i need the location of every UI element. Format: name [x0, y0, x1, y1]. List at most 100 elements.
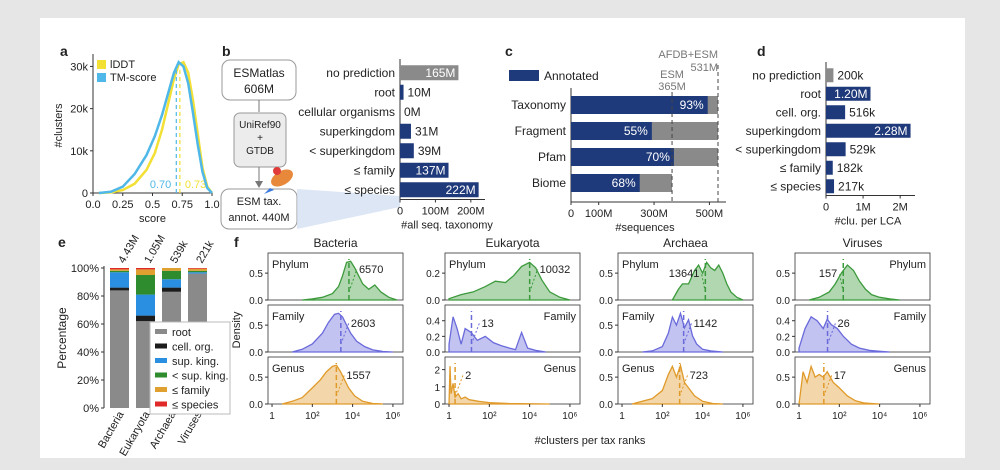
- f-rank-label: Family: [894, 311, 927, 323]
- f-x-tick-label: 1: [446, 411, 452, 422]
- f-y-tick-label: 0.4: [426, 317, 440, 328]
- a-legend-swatch: [97, 73, 106, 82]
- c-x-tick-label: 300M: [640, 208, 668, 220]
- b-bar: [400, 84, 404, 100]
- d-bar: [826, 160, 833, 175]
- d-bar: [826, 68, 834, 83]
- e-legend-box: [149, 321, 231, 415]
- c-legend-label: Annotated: [544, 69, 599, 83]
- e-stack-segment: [110, 287, 129, 291]
- c-reference-value: 365M: [658, 81, 686, 93]
- a-x-tick-label: 0.5: [145, 199, 160, 211]
- f-y-tick-label: 0.0: [249, 348, 263, 359]
- f-y-tick-label: 0.5: [599, 373, 613, 384]
- e-stack-segment: [162, 270, 181, 280]
- f-x-tick-label: 10²: [832, 411, 847, 422]
- c-x-axis-label: #sequences: [615, 222, 675, 234]
- d-category-label: no prediction: [752, 68, 821, 82]
- f-rank-label: Genus: [544, 363, 577, 375]
- f-density-area-phylum: [448, 261, 571, 301]
- b-bar: [400, 182, 479, 198]
- c-legend-swatch: [509, 70, 539, 81]
- e-legend-swatch: [155, 372, 167, 378]
- e-legend-swatch: [155, 343, 167, 349]
- f-y-tick-label: 0.5: [599, 269, 613, 280]
- e-y-tick-label: 40%: [77, 347, 99, 359]
- f-x-tick-label: 10²: [482, 411, 497, 422]
- f-y-tick-label: 0.0: [249, 296, 263, 307]
- e-legend-label: sup. king.: [172, 356, 219, 368]
- f-rank-label: Family: [272, 311, 305, 323]
- a-x-tick-label: 0.25: [112, 199, 133, 211]
- a-y-tick-label: 10k: [70, 146, 88, 158]
- f-x-tick-label: 10⁶: [912, 411, 927, 422]
- f-y-tick-label: 0.5: [776, 373, 790, 384]
- a-x-tick-label: 0.0: [85, 199, 100, 211]
- b-category-label: no prediction: [326, 66, 395, 80]
- e-stack-segment: [136, 315, 155, 322]
- e-y-tick-label: 20%: [77, 375, 99, 387]
- flow-arrowhead: [255, 181, 263, 188]
- c-reference-name: AFDB+ESM: [658, 49, 718, 61]
- d-bar: [826, 142, 846, 157]
- e-legend-label: < sup. king.: [172, 371, 229, 383]
- f-x-tick-label: 10⁶: [735, 411, 750, 422]
- e-legend-label: root: [172, 327, 191, 339]
- e-legend-label: cell. org.: [172, 342, 214, 354]
- d-value-label: 2.28M: [874, 124, 907, 138]
- b-value-label: 31M: [415, 124, 438, 138]
- f-y-tick-label: 0.5: [249, 321, 263, 332]
- d-category-label: ≤ species: [770, 179, 821, 193]
- f-y-tick-label: 0.5: [249, 269, 263, 280]
- f-y-tick-label: 0.0: [776, 400, 790, 411]
- e-stack-segment: [136, 268, 155, 270]
- flow-esmtax-label: ESM tax.: [237, 196, 282, 208]
- e-legend-swatch: [155, 329, 167, 334]
- f-y-tick-label: 0.2: [426, 332, 440, 343]
- rocket-illustration: [264, 167, 293, 194]
- panel-label-f: f: [234, 234, 239, 250]
- f-y-tick-label: 0.0: [249, 400, 263, 411]
- f-rank-label: Genus: [272, 363, 305, 375]
- d-value-label: 516k: [849, 105, 876, 119]
- e-stack-segment: [162, 268, 181, 271]
- e-stack-segment: [188, 268, 207, 269]
- b-category-label: root: [374, 85, 395, 99]
- flow-esmatlas-label: ESMatlas: [233, 66, 284, 80]
- panel-label-a: a: [60, 43, 68, 59]
- f-rank-label: Phylum: [622, 259, 659, 271]
- f-x-tick-label: 10²: [655, 411, 670, 422]
- f-x-tick-label: 1: [269, 411, 275, 422]
- b-category-label: ≤ species: [344, 183, 395, 197]
- b-category-label: cellular organisms: [298, 105, 395, 119]
- c-annotated-bar: [571, 148, 674, 166]
- f-median-label: 723: [690, 370, 708, 382]
- e-stack-segment: [136, 275, 155, 295]
- a-x-axis-label: score: [139, 213, 166, 225]
- a-x-tick-label: 0.75: [172, 199, 193, 211]
- f-x-axis-label: #clusters per tax ranks: [535, 435, 646, 447]
- f-x-tick-label: 10⁴: [695, 411, 710, 422]
- a-y-tick-label: 20k: [70, 104, 88, 116]
- f-x-tick-label: 10⁴: [522, 411, 537, 422]
- b-x-tick-label: 0: [397, 206, 403, 218]
- f-y-tick-label: 0.0: [426, 296, 440, 307]
- f-rank-label: Genus: [622, 363, 655, 375]
- b-category-label: ≤ family: [354, 163, 395, 177]
- b-value-label: 10M: [408, 85, 431, 99]
- a-median-label: 0.70: [150, 179, 171, 191]
- e-stack-segment: [162, 279, 181, 288]
- c-x-tick-label: 100M: [585, 208, 613, 220]
- f-rank-label: Family: [622, 311, 655, 323]
- d-bar: [826, 105, 846, 120]
- f-y-tick-label: 0.2: [776, 332, 790, 343]
- b-bar: [400, 143, 414, 159]
- e-legend-swatch: [155, 358, 167, 363]
- c-category-label: Taxonomy: [511, 98, 566, 112]
- f-y-axis-label: Density: [231, 311, 243, 348]
- f-y-tick-label: 1: [434, 383, 440, 394]
- e-stack-segment: [110, 290, 129, 408]
- e-legend-label: ≤ family: [172, 385, 210, 397]
- d-bar: [826, 86, 871, 101]
- c-annotated-bar: [571, 174, 640, 192]
